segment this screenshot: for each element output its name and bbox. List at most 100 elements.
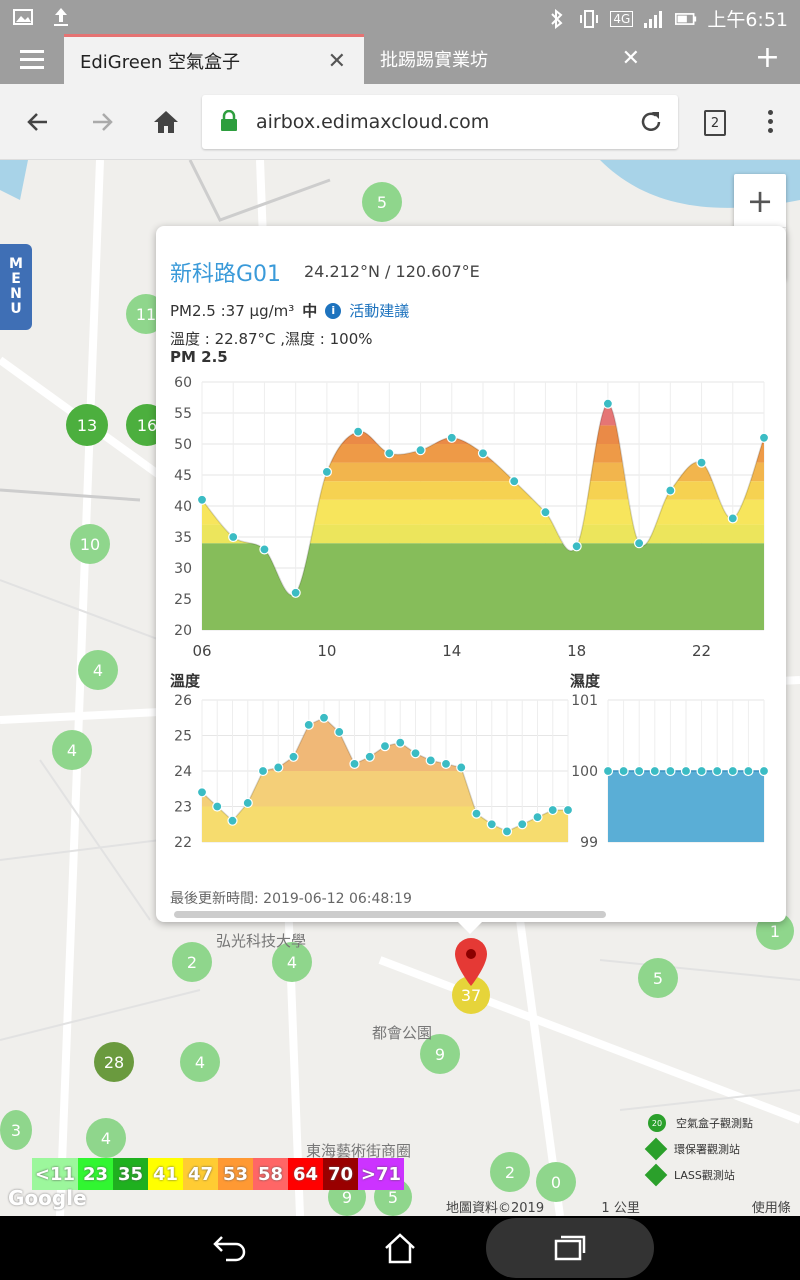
more-menu-icon[interactable] [768, 110, 773, 133]
bluetooth-icon [546, 8, 568, 30]
data-point [540, 507, 551, 518]
data-point [384, 448, 395, 459]
activity-advice-link[interactable]: 活動建議 [349, 302, 410, 320]
y-tick-label: 55 [174, 406, 192, 422]
data-point [758, 765, 770, 777]
cluster-marker[interactable]: 2 [490, 1152, 530, 1192]
legend-cell: 53 [218, 1158, 253, 1190]
y-tick-label: 24 [174, 764, 192, 780]
home-nav-icon [385, 1233, 415, 1264]
pm-reading: PM2.5 :37 μg/m³ [170, 301, 295, 320]
temp-humidity-reading: 溫度 : 22.87°C ,濕度 : 100% [170, 330, 373, 348]
data-point [696, 457, 707, 468]
popup-scrollbar[interactable] [174, 911, 606, 918]
station-type-legend: 20 空氣盒子觀測點 環保署觀測站 LASS觀測站 [644, 1110, 753, 1188]
x-tick-label: 10 [317, 642, 336, 660]
cluster-marker[interactable]: 28 [94, 1042, 134, 1082]
close-tab-icon[interactable]: ✕ [621, 46, 640, 71]
x-tick-label: 22 [692, 642, 711, 660]
data-point [288, 751, 299, 762]
legend-cell: 23 [78, 1158, 113, 1190]
data-point [618, 765, 629, 777]
home-nav-button[interactable] [380, 1230, 420, 1266]
new-tab-button[interactable]: + [754, 40, 780, 75]
data-point [727, 513, 738, 524]
cluster-marker[interactable]: 4 [272, 942, 312, 982]
data-point [273, 762, 284, 773]
tab-title: EdiGreen 空氣盒子 [80, 51, 241, 73]
legend-cell: 35 [113, 1158, 148, 1190]
scale-label: 1 公里 [601, 1201, 640, 1216]
data-point [349, 758, 360, 770]
y-tick-label: 25 [174, 592, 192, 608]
y-tick-label: 25 [174, 729, 192, 745]
cluster-marker[interactable]: 2 [172, 942, 212, 982]
data-point [471, 808, 482, 819]
back-nav-button[interactable] [210, 1230, 250, 1266]
y-tick-label: 20 [174, 623, 192, 639]
url-field[interactable]: airbox.edimaxcloud.com [202, 95, 678, 149]
y-tick-label: 40 [174, 499, 192, 515]
tab-edigreen[interactable]: EdiGreen 空氣盒子 ✕ [64, 34, 364, 84]
pm25-chart: 20 25 30 35 40 45 50 55 60 06 10 14 18 22 [174, 375, 770, 660]
back-nav-icon [213, 1236, 246, 1262]
cluster-marker[interactable]: 0 [536, 1162, 576, 1202]
back-button[interactable] [22, 106, 54, 138]
cluster-marker[interactable]: 4 [78, 650, 118, 690]
legend-cell: >71 [358, 1158, 404, 1190]
upload-icon [50, 6, 72, 28]
data-point [196, 787, 208, 798]
tab-title: 批踢踢實業坊 [380, 50, 488, 71]
cluster-marker[interactable]: 4 [180, 1042, 220, 1082]
cluster-marker[interactable]: 4 [86, 1118, 126, 1158]
cluster-marker[interactable]: 13 [66, 404, 108, 446]
legend-cell: 70 [323, 1158, 358, 1190]
legend-cell: 58 [253, 1158, 288, 1190]
cluster-marker[interactable]: 9 [420, 1034, 460, 1074]
data-point [571, 541, 582, 552]
data-point [456, 762, 467, 773]
system-nav-bar [0, 1216, 800, 1280]
tab-ptt[interactable]: 批踢踢實業坊 ✕ [364, 34, 658, 84]
humidity-chart: 99 100 101 [571, 693, 770, 851]
reload-icon[interactable] [638, 109, 664, 135]
data-point [440, 758, 452, 770]
humidity-chart-title: 濕度 [570, 672, 601, 690]
legend-cell: 41 [148, 1158, 183, 1190]
cluster-marker[interactable]: 5 [362, 182, 402, 222]
image-notification-icon [12, 6, 34, 28]
data-point [228, 531, 239, 543]
info-icon[interactable]: i [325, 302, 342, 319]
cluster-marker[interactable]: 10 [70, 524, 110, 564]
cluster-marker[interactable]: 3 [0, 1110, 32, 1150]
battery-icon [675, 8, 697, 30]
zoom-in-button[interactable]: + [746, 181, 774, 220]
location-pin-icon[interactable] [454, 938, 488, 986]
data-point [602, 765, 614, 777]
lass-station-icon [644, 1163, 668, 1187]
legend-cell: 47 [183, 1158, 218, 1190]
home-button[interactable] [150, 106, 182, 138]
data-point [290, 587, 301, 598]
y-tick-label: 22 [174, 835, 192, 851]
close-tab-icon[interactable]: ✕ [327, 49, 346, 74]
data-point [446, 432, 457, 443]
recents-nav-button[interactable] [550, 1230, 590, 1266]
lass-label: LASS觀測站 [674, 1169, 735, 1182]
data-point [712, 765, 723, 777]
network-type-label: 4G [610, 10, 634, 27]
data-point [634, 765, 645, 777]
data-point [196, 494, 208, 505]
data-point [547, 804, 558, 816]
forward-button[interactable] [86, 106, 118, 138]
pm-chart-title: PM 2.5 [170, 348, 228, 366]
y-tick-label: 23 [174, 800, 192, 816]
cluster-marker[interactable]: 5 [638, 958, 678, 998]
lock-icon [221, 110, 237, 131]
cluster-marker[interactable]: 4 [52, 730, 92, 770]
tab-switcher-button[interactable]: 2 [704, 110, 726, 136]
tabs-menu-button[interactable] [0, 34, 64, 84]
airbox-station-icon: 20 [648, 1114, 666, 1132]
